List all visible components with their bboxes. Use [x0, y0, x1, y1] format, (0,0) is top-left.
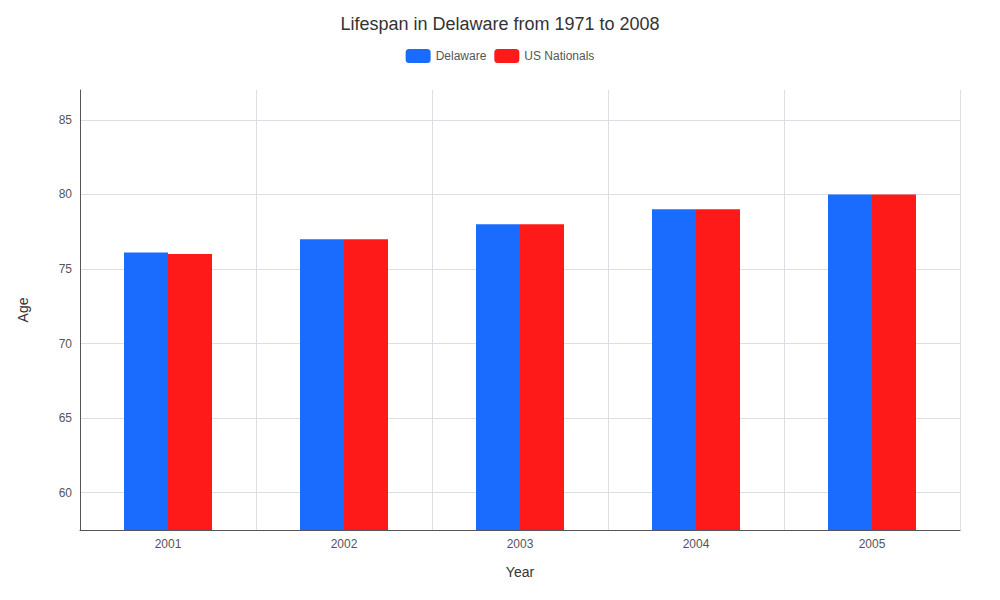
- svg-text:US Nationals: US Nationals: [524, 49, 594, 63]
- svg-text:2003: 2003: [507, 537, 534, 551]
- svg-text:70: 70: [59, 337, 73, 351]
- svg-text:60: 60: [59, 486, 73, 500]
- svg-text:2002: 2002: [331, 537, 358, 551]
- svg-text:2001: 2001: [155, 537, 182, 551]
- svg-text:75: 75: [59, 262, 73, 276]
- svg-text:Lifespan in Delaware from 1971: Lifespan in Delaware from 1971 to 2008: [340, 14, 659, 34]
- svg-text:Age: Age: [15, 297, 31, 322]
- svg-text:Delaware: Delaware: [436, 49, 487, 63]
- svg-text:85: 85: [59, 113, 73, 127]
- svg-text:Year: Year: [506, 564, 535, 580]
- svg-text:65: 65: [59, 411, 73, 425]
- svg-text:80: 80: [59, 187, 73, 201]
- svg-text:2004: 2004: [683, 537, 710, 551]
- svg-text:2005: 2005: [859, 537, 886, 551]
